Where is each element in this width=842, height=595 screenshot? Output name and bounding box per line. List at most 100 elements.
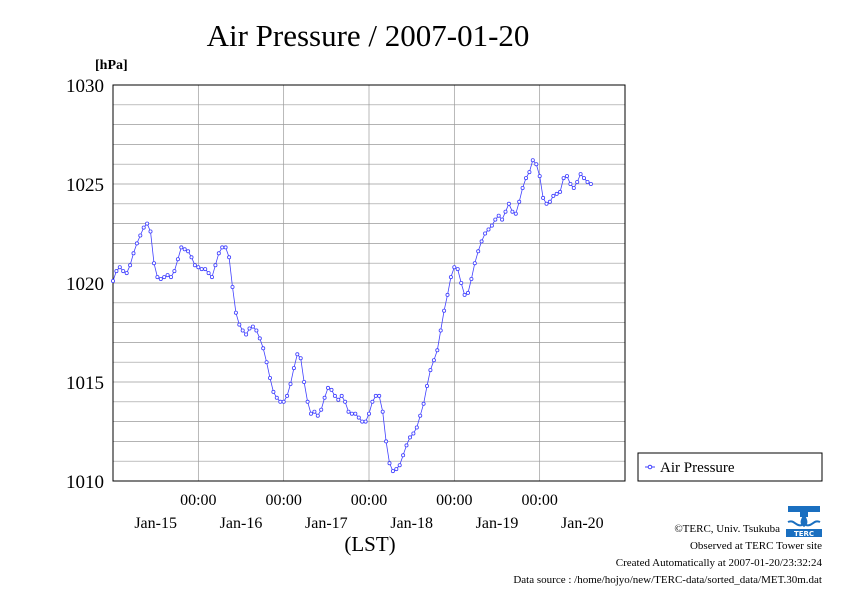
data-point xyxy=(363,419,368,424)
data-point xyxy=(165,273,170,278)
data-point xyxy=(397,463,402,468)
data-point xyxy=(387,461,392,466)
data-point xyxy=(346,409,351,414)
series-air-pressure xyxy=(111,158,593,474)
data-point xyxy=(114,269,119,274)
data-point xyxy=(230,284,235,289)
data-point xyxy=(476,249,481,254)
data-point xyxy=(186,249,191,254)
data-point xyxy=(199,267,204,272)
data-point xyxy=(503,209,508,214)
data-point xyxy=(343,399,348,404)
data-point xyxy=(530,158,535,163)
data-point xyxy=(547,199,552,204)
data-point xyxy=(455,267,460,272)
data-point xyxy=(438,328,443,333)
data-point xyxy=(472,261,477,266)
data-point xyxy=(366,411,371,416)
data-point xyxy=(274,395,279,400)
x-date-tick-label: Jan-15 xyxy=(134,515,177,532)
data-point xyxy=(145,221,150,226)
data-point xyxy=(244,332,249,337)
data-point xyxy=(312,409,317,414)
data-point xyxy=(329,387,334,392)
created-text: Created Automatically at 2007-01-20/23:3… xyxy=(616,557,823,569)
data-point xyxy=(407,435,412,440)
data-point xyxy=(489,223,494,228)
y-tick-label: 1010 xyxy=(66,472,104,493)
data-point xyxy=(131,251,136,256)
data-point xyxy=(414,425,419,430)
data-point xyxy=(469,276,474,281)
data-point xyxy=(216,251,221,256)
data-point xyxy=(510,209,515,214)
data-point xyxy=(267,375,272,380)
data-point xyxy=(172,269,177,274)
data-point xyxy=(513,211,518,216)
data-point xyxy=(124,271,129,276)
data-point xyxy=(223,245,228,250)
data-point xyxy=(308,411,313,416)
data-point xyxy=(370,399,375,404)
data-point xyxy=(158,276,163,281)
data-point xyxy=(271,389,276,394)
data-point xyxy=(561,176,566,181)
data-point xyxy=(192,263,197,268)
y-axis-unit-label: [hPa] xyxy=(95,58,128,73)
data-point xyxy=(203,267,208,272)
y-tick-label: 1025 xyxy=(66,175,104,196)
legend: Air Pressure xyxy=(637,452,823,482)
data-point xyxy=(141,225,146,230)
data-point xyxy=(121,269,126,274)
data-source-text: Data source : /home/hojyo/new/TERC-data/… xyxy=(513,574,822,586)
data-point xyxy=(227,255,232,260)
data-point xyxy=(175,257,180,262)
data-point xyxy=(213,263,218,268)
data-point xyxy=(209,275,214,280)
data-point xyxy=(483,231,488,236)
data-point xyxy=(291,366,296,371)
data-point xyxy=(305,399,310,404)
data-point xyxy=(315,413,320,418)
data-point xyxy=(390,469,395,474)
data-point xyxy=(240,328,245,333)
x-time-tick-label: 00:00 xyxy=(351,492,387,509)
data-point xyxy=(250,324,255,329)
data-point xyxy=(565,174,570,179)
x-time-tick-label: 00:00 xyxy=(265,492,301,509)
data-point xyxy=(288,381,293,386)
data-point xyxy=(298,356,303,361)
data-point xyxy=(220,245,225,250)
data-point xyxy=(506,201,511,206)
terc-logo: TERC xyxy=(786,503,822,538)
data-point xyxy=(384,439,389,444)
data-point xyxy=(551,193,556,198)
y-axis-ticks: 1010 1015 1020 1025 1030 xyxy=(66,76,104,493)
y-tick-label: 1020 xyxy=(66,274,104,295)
data-point xyxy=(247,326,252,331)
data-point xyxy=(325,385,330,390)
svg-text:TERC: TERC xyxy=(794,530,814,538)
data-point xyxy=(349,411,354,416)
data-point xyxy=(421,401,426,406)
data-point xyxy=(462,292,467,297)
data-point xyxy=(452,265,457,270)
data-point xyxy=(585,179,590,184)
data-point xyxy=(578,172,583,177)
data-point xyxy=(179,245,184,250)
data-point xyxy=(111,278,116,283)
copyright-text: ©TERC, Univ. Tsukuba xyxy=(674,523,780,535)
data-point xyxy=(582,176,587,181)
data-point xyxy=(544,201,549,206)
data-point xyxy=(233,310,238,315)
data-point xyxy=(418,413,423,418)
data-point xyxy=(465,290,470,295)
data-point xyxy=(380,409,385,414)
data-point xyxy=(189,255,194,260)
x-date-tick-label: Jan-17 xyxy=(305,515,348,532)
data-point xyxy=(353,411,358,416)
data-point xyxy=(435,348,440,353)
data-point xyxy=(524,176,529,181)
data-point xyxy=(448,275,453,280)
